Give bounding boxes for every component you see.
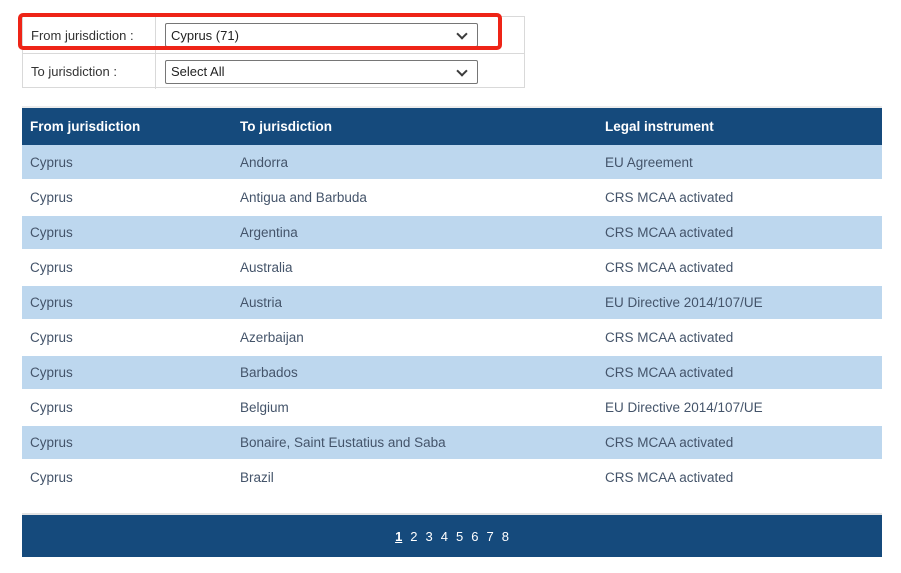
exchange-relationships-table: From jurisdiction To jurisdiction Legal …	[22, 108, 882, 496]
to-jurisdiction-label: To jurisdiction :	[23, 54, 156, 89]
cell-to-jurisdiction: Andorra	[232, 145, 597, 181]
to-jurisdiction-control-cell: Select All	[156, 54, 524, 89]
cell-from-jurisdiction: Cyprus	[22, 250, 232, 286]
exchange-relationships-table-wrap: From jurisdiction To jurisdiction Legal …	[22, 106, 882, 496]
table-row: Cyprus Andorra EU Agreement	[22, 145, 882, 181]
cell-from-jurisdiction: Cyprus	[22, 355, 232, 391]
cell-from-jurisdiction: Cyprus	[22, 180, 232, 216]
page-link-3[interactable]: 3	[425, 528, 433, 544]
column-header-to-jurisdiction: To jurisdiction	[232, 108, 597, 145]
table-header-row: From jurisdiction To jurisdiction Legal …	[22, 108, 882, 145]
from-jurisdiction-label: From jurisdiction :	[23, 17, 156, 53]
cell-to-jurisdiction: Austria	[232, 285, 597, 321]
page-link-4[interactable]: 4	[440, 528, 448, 544]
column-header-from-jurisdiction: From jurisdiction	[22, 108, 232, 145]
cell-to-jurisdiction: Australia	[232, 250, 597, 286]
cell-legal-instrument: CRS MCAA activated	[597, 460, 882, 496]
table-row: Cyprus Bonaire, Saint Eustatius and Saba C…	[22, 425, 882, 461]
jurisdiction-filter-panel: From jurisdiction : Cyprus (71) To juris…	[22, 16, 525, 89]
cell-from-jurisdiction: Cyprus	[22, 320, 232, 356]
cell-legal-instrument: EU Directive 2014/107/UE	[597, 285, 882, 321]
cell-to-jurisdiction: Bonaire, Saint Eustatius and Saba	[232, 425, 597, 461]
table-row: Cyprus Belgium EU Directive 2014/107/UE	[22, 390, 882, 426]
table-row: Cyprus Argentina CRS MCAA activated	[22, 215, 882, 251]
cell-from-jurisdiction: Cyprus	[22, 285, 232, 321]
from-jurisdiction-control-cell: Cyprus (71)	[156, 17, 524, 53]
cell-to-jurisdiction: Brazil	[232, 460, 597, 496]
cell-legal-instrument: CRS MCAA activated	[597, 250, 882, 286]
column-header-legal-instrument: Legal instrument	[597, 108, 882, 145]
cell-to-jurisdiction: Belgium	[232, 390, 597, 426]
to-jurisdiction-filter-row: To jurisdiction : Select All	[23, 53, 524, 89]
table-row: Cyprus Australia CRS MCAA activated	[22, 250, 882, 286]
table-row: Cyprus Antigua and Barbuda CRS MCAA activa…	[22, 180, 882, 216]
to-jurisdiction-select[interactable]: Select All	[165, 59, 478, 84]
page-link-1[interactable]: 1	[395, 528, 403, 544]
page-link-6[interactable]: 6	[471, 528, 479, 544]
cell-legal-instrument: EU Agreement	[597, 145, 882, 181]
table-row: Cyprus Austria EU Directive 2014/107/UE	[22, 285, 882, 321]
cell-from-jurisdiction: Cyprus	[22, 460, 232, 496]
page-link-7[interactable]: 7	[486, 528, 494, 544]
from-jurisdiction-filter-row: From jurisdiction : Cyprus (71)	[23, 17, 524, 53]
cell-to-jurisdiction: Barbados	[232, 355, 597, 391]
table-body: Cyprus Andorra EU Agreement Cyprus Antigua a…	[22, 145, 882, 496]
cell-to-jurisdiction: Antigua and Barbuda	[232, 180, 597, 216]
cell-to-jurisdiction: Azerbaijan	[232, 320, 597, 356]
table-row: Cyprus Brazil CRS MCAA activated	[22, 460, 882, 496]
page-link-8[interactable]: 8	[501, 528, 509, 544]
table-row: Cyprus Azerbaijan CRS MCAA activated	[22, 320, 882, 356]
cell-from-jurisdiction: Cyprus	[22, 145, 232, 181]
cell-legal-instrument: EU Directive 2014/107/UE	[597, 390, 882, 426]
cell-from-jurisdiction: Cyprus	[22, 215, 232, 251]
cell-legal-instrument: CRS MCAA activated	[597, 355, 882, 391]
cell-legal-instrument: CRS MCAA activated	[597, 180, 882, 216]
table-row: Cyprus Barbados CRS MCAA activated	[22, 355, 882, 391]
cell-legal-instrument: CRS MCAA activated	[597, 320, 882, 356]
page-link-5[interactable]: 5	[456, 528, 464, 544]
from-jurisdiction-select[interactable]: Cyprus (71)	[165, 23, 478, 47]
cell-from-jurisdiction: Cyprus	[22, 425, 232, 461]
cell-legal-instrument: CRS MCAA activated	[597, 425, 882, 461]
page-link-2[interactable]: 2	[410, 528, 418, 544]
cell-legal-instrument: CRS MCAA activated	[597, 215, 882, 251]
cell-to-jurisdiction: Argentina	[232, 215, 597, 251]
cell-from-jurisdiction: Cyprus	[22, 390, 232, 426]
